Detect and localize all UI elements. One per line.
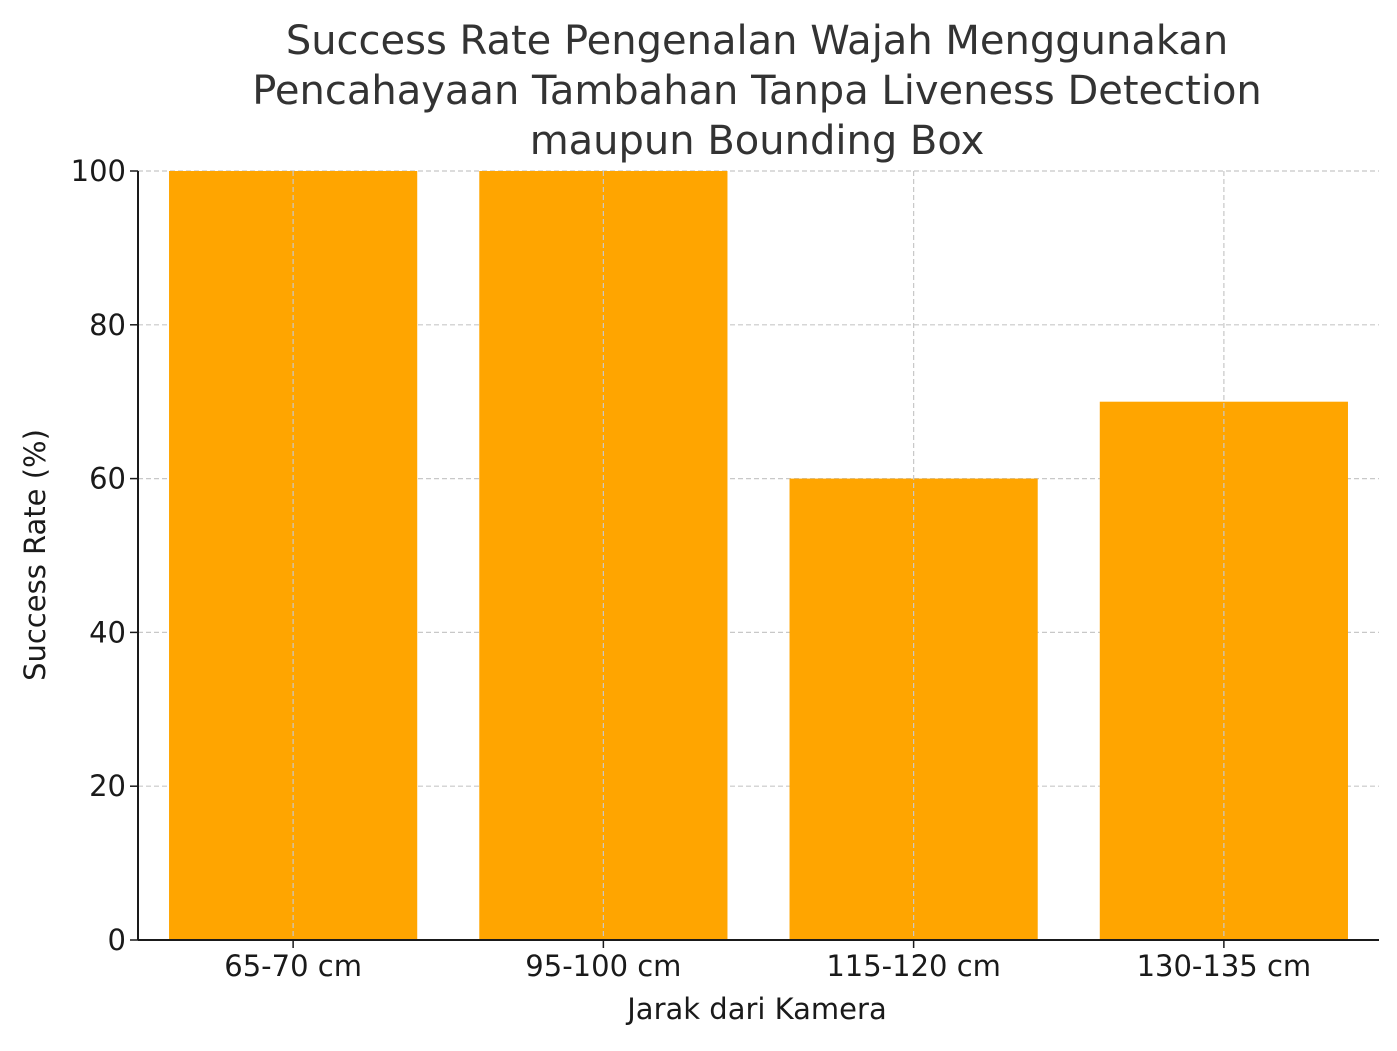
x-axis-label: Jarak dari Kamera	[625, 992, 886, 1026]
y-axis-label: Success Rate (%)	[18, 429, 52, 681]
vertical-gridlines	[292, 171, 1225, 940]
x-tick-label: 130-135 cm	[1137, 949, 1312, 983]
y-tick-label: 80	[89, 308, 126, 342]
x-tick-label: 95-100 cm	[525, 949, 681, 983]
y-tick-label: 40	[89, 615, 126, 649]
x-tick-label: 65-70 cm	[224, 949, 362, 983]
y-tick-label: 100	[71, 154, 126, 188]
axes	[137, 171, 1379, 941]
bars	[169, 171, 1348, 940]
y-axis-ticks: 0 20 40 60 80 100	[71, 154, 138, 957]
x-axis-ticks: 65-70 cm 95-100 cm 115-120 cm 130-135 cm	[224, 940, 1311, 983]
y-tick-label: 60	[89, 462, 126, 496]
y-tick-label: 20	[89, 769, 126, 803]
chart-title-line-3: maupun Bounding Box	[530, 118, 985, 164]
chart-title: Success Rate Pengenalan Wajah Menggunaka…	[252, 18, 1262, 164]
x-tick-label: 115-120 cm	[826, 949, 1001, 983]
y-tick-label: 0	[108, 923, 126, 957]
chart-title-line-2: Pencahayaan Tambahan Tanpa Liveness Dete…	[252, 68, 1262, 114]
chart-title-line-1: Success Rate Pengenalan Wajah Menggunaka…	[286, 18, 1228, 64]
